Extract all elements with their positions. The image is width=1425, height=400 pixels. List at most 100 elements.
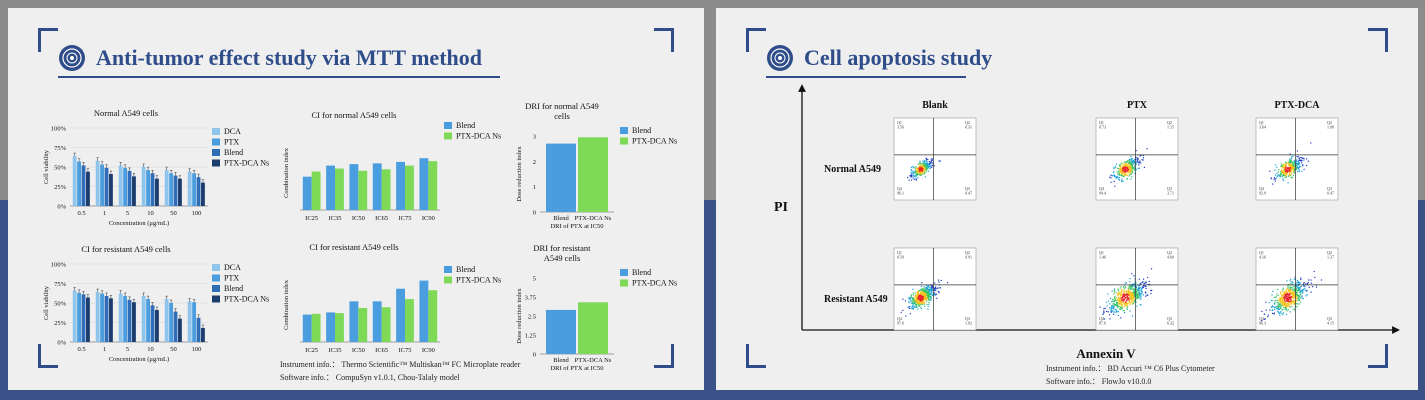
event-dot [921, 169, 923, 171]
legend-label: PTX-DCA Ns [456, 276, 501, 285]
event-dot [1138, 292, 1141, 294]
bar [104, 295, 109, 342]
bar [132, 176, 136, 206]
event-dot [923, 171, 926, 173]
event-dot [1122, 167, 1124, 169]
bar [118, 165, 123, 206]
event-dot [1127, 302, 1129, 304]
event-dot [1283, 304, 1286, 307]
event-dot [1131, 161, 1134, 164]
event-dot [1296, 150, 1299, 152]
event-dot [928, 164, 930, 166]
event-dot [1291, 168, 1293, 170]
event-dot [1281, 303, 1283, 305]
event-dot [1126, 293, 1128, 296]
event-dot [1288, 304, 1290, 306]
event-dot [912, 307, 914, 309]
bar [405, 299, 414, 342]
event-dot [1281, 295, 1283, 297]
event-dot [1117, 288, 1119, 290]
event-dot [1291, 305, 1293, 307]
event-dot [1122, 299, 1125, 301]
event-dot [1132, 163, 1134, 165]
event-dot [917, 168, 919, 170]
event-dot [1291, 156, 1293, 158]
event-dot [927, 296, 929, 298]
quadrant-name: Q3 [1327, 186, 1332, 191]
event-dot [1274, 178, 1277, 180]
event-dot [1297, 303, 1299, 305]
event-dot [1133, 275, 1135, 277]
event-dot [1286, 288, 1288, 290]
event-dot [1124, 173, 1126, 176]
event-dot [902, 309, 904, 311]
event-dot [922, 294, 924, 296]
event-dot [1273, 178, 1275, 180]
event-dot [1276, 299, 1278, 302]
event-dot [930, 286, 933, 288]
event-dot [1295, 298, 1297, 300]
event-dot [1117, 173, 1119, 175]
event-dot [929, 163, 931, 165]
event-dot [917, 300, 919, 302]
event-dot [1139, 297, 1141, 299]
event-dot [1299, 294, 1301, 296]
chart-title: DRI for normal A549 [525, 101, 598, 111]
event-dot [1142, 159, 1144, 161]
event-dot [911, 302, 913, 304]
event-dot [1127, 291, 1129, 293]
event-dot [913, 305, 915, 308]
event-dot [1279, 302, 1281, 304]
event-dot [1113, 313, 1115, 315]
event-dot [923, 292, 926, 294]
event-dot [1137, 296, 1139, 298]
event-dot [922, 171, 924, 173]
legend-swatch [444, 276, 452, 284]
event-dot [1118, 167, 1120, 170]
event-dot [1280, 170, 1282, 173]
bar [372, 301, 382, 342]
event-dot [1289, 298, 1291, 300]
event-dot [1297, 166, 1299, 169]
event-dot [1296, 293, 1298, 295]
event-dot [1285, 289, 1287, 291]
event-dot [1302, 165, 1304, 167]
event-dot [920, 163, 922, 165]
y-axis-label: PI [774, 200, 788, 215]
event-dot [1115, 300, 1118, 302]
event-dot [1130, 170, 1132, 172]
quadrant-name: Q2 [965, 250, 970, 255]
chart-dri-normal: DRI for normal A549 cells 0 1 2 3 Blend PTX-DCA… [504, 92, 694, 230]
event-dot [1120, 171, 1122, 173]
bar [428, 161, 438, 210]
event-dot [1128, 170, 1130, 172]
event-dot [1285, 288, 1288, 291]
slide-mtt: Anti-tumor effect study via MTT method N… [8, 8, 704, 390]
bar [546, 143, 576, 212]
bar [72, 156, 77, 206]
event-dot [1291, 177, 1293, 179]
event-dot [928, 289, 930, 291]
event-dot [1302, 285, 1305, 287]
event-dot [1285, 176, 1288, 178]
event-dot [921, 173, 923, 175]
x-tick-label: IC90 [422, 347, 435, 354]
event-dot [1287, 296, 1289, 298]
event-dot [1291, 165, 1293, 168]
event-dot [1291, 293, 1293, 295]
event-dot [1278, 299, 1280, 301]
event-dot [1140, 154, 1142, 157]
y-tick-label: 100% [51, 262, 67, 269]
event-dot [1289, 294, 1291, 296]
event-dot [1138, 164, 1140, 166]
event-dot [1111, 305, 1113, 307]
event-dot [1121, 175, 1123, 177]
event-dot [1119, 172, 1121, 174]
event-dot [918, 298, 920, 301]
event-dot [1303, 157, 1305, 159]
event-dot [1132, 288, 1135, 291]
event-dot [912, 165, 914, 168]
event-dot [1139, 293, 1141, 296]
event-dot [927, 288, 930, 290]
bar [196, 177, 201, 206]
